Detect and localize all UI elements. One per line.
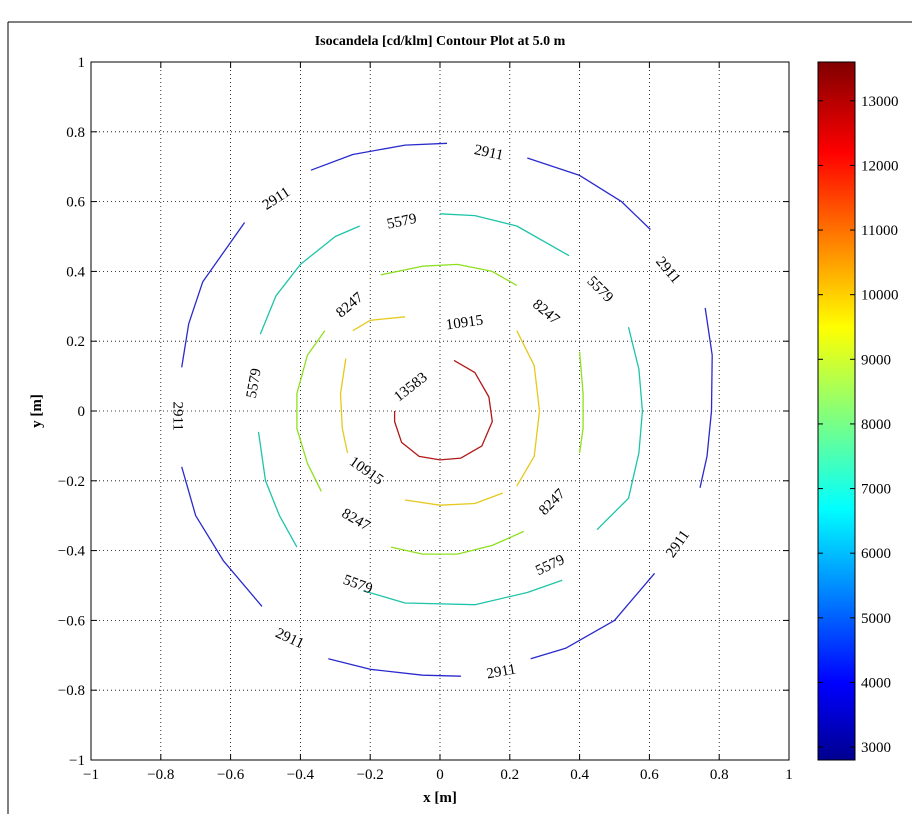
contour-label-2911: 2911 [485,662,517,683]
contour-5579 [257,431,298,548]
contour-label-2911: 2911 [652,254,683,287]
contour-10915 [339,358,349,454]
contour-5579 [439,213,570,257]
y-tick-label: 0.4 [66,264,85,280]
contour-label-5579: 5579 [341,572,375,597]
colorbar-tick-label: 6000 [861,546,891,562]
contour-8247 [390,530,525,555]
contour-2911 [527,157,651,230]
contour-10915 [352,316,406,332]
grid-lines [91,62,789,760]
contour-2911 [699,307,713,488]
contour-5579 [596,327,644,531]
y-tick-label: −0.4 [58,544,86,560]
x-tick-label: 0.4 [570,767,589,783]
x-axis-ticks: −1 −0.8 −0.6 −0.4 −0.2 0 0.2 0.4 0.6 0.8 1 [83,62,793,783]
colorbar-tick-label: 8000 [861,417,891,433]
contour-10915 [405,492,504,506]
colorbar-tick-label: 3000 [861,740,891,756]
contour-2911 [181,222,246,368]
contour-2911 [328,658,461,677]
x-tick-label: 1 [785,767,793,783]
colorbar-tick-label: 13000 [861,94,899,110]
x-tick-label: 0.6 [640,767,659,783]
colorbar-tick-label: 11000 [861,223,898,239]
contour-label-2911: 2911 [273,625,306,652]
contour-label-13583: 13583 [391,370,430,406]
colorbar-tick-label: 7000 [861,482,891,498]
y-tick-label: 0.2 [66,334,85,350]
colorbar-tick-label: 5000 [861,611,891,627]
y-tick-label: 1 [78,55,86,71]
contour-label-5579: 5579 [244,367,265,399]
contour-label-2911: 2911 [473,142,505,164]
x-tick-label: −0.8 [147,767,174,783]
contour-label-5579: 5579 [584,273,617,306]
contour-label-10915: 10915 [445,312,484,333]
contour-2911 [181,466,263,607]
contour-label-5579: 5579 [533,552,567,579]
contour-label-10915: 10915 [346,454,386,489]
contour-label-2911: 2911 [260,184,293,213]
contour-label-2911: 2911 [663,528,693,561]
y-axis-label: y [m] [29,394,45,428]
x-tick-label: −1 [83,767,99,783]
colorbar [817,61,856,761]
y-tick-label: 0 [78,404,86,420]
contour-13583 [393,359,493,461]
x-tick-label: −0.6 [217,767,245,783]
colorbar-tick-label: 9000 [861,352,891,368]
y-tick-label: −0.6 [58,613,86,629]
contour-label-2911: 2911 [169,401,185,430]
y-tick-label: −1 [69,753,85,769]
y-tick-label: −0.8 [58,683,85,699]
x-tick-label: −0.2 [357,767,384,783]
contour-label-8247: 8247 [339,506,373,535]
contour-5579 [363,579,563,606]
x-tick-label: 0.2 [500,767,519,783]
contour-label-8247: 8247 [333,289,367,321]
contour-2911 [310,142,448,171]
contour-8247 [380,263,518,286]
y-axis-ticks: −1 −0.8 −0.6 −0.4 −0.2 0 0.2 0.4 0.6 0.8 1 [58,55,789,769]
colorbar-tick-label: 10000 [861,288,899,304]
contour-8247 [296,330,326,492]
x-axis-label: x [m] [423,790,457,806]
contour-2911 [530,572,656,660]
y-tick-label: 0.8 [66,125,85,141]
colorbar-tick-label: 12000 [861,158,899,174]
contour-5579 [259,225,360,335]
contour-label-8247: 8247 [529,296,563,328]
colorbar-tick-label: 4000 [861,675,891,691]
x-tick-label: −0.4 [287,767,315,783]
y-tick-label: −0.2 [58,474,85,490]
contour-labels: 2911 2911 2911 2911 2911 2911 2911 5579 5579 5579… [169,142,693,682]
contour-8247 [578,351,584,453]
contour-label-5579: 5579 [385,211,418,233]
chart-title: Isocandela [cd/klm] Contour Plot at 5.0 … [315,34,566,49]
x-tick-label: 0 [436,767,444,783]
contour-label-8247: 8247 [536,486,569,519]
x-tick-label: 0.8 [710,767,729,783]
colorbar-ticks: 3000 4000 5000 6000 7000 8000 9000 10000 11000 12… [818,94,899,756]
y-tick-label: 0.6 [66,195,85,211]
contour-lines [181,142,713,677]
contour-10915 [516,330,541,487]
